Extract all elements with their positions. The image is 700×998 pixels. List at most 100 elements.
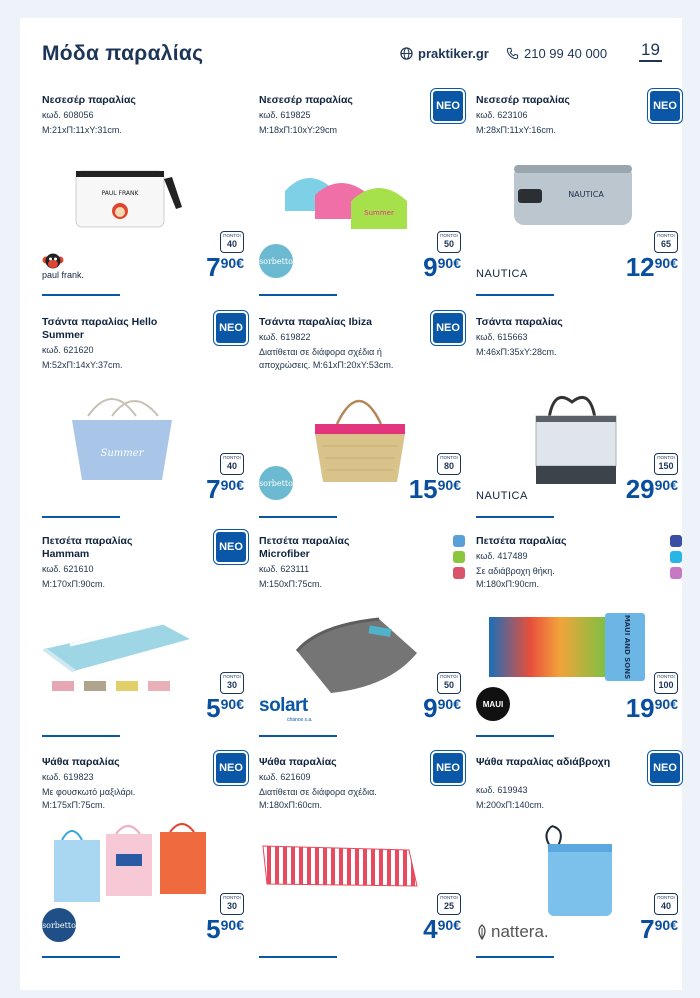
image-brand-text: Summer — [101, 448, 145, 459]
brand-logo: MAUI — [476, 687, 510, 721]
image-brand-text: PAUL FRANK — [102, 190, 140, 197]
color-swatch[interactable] — [453, 535, 465, 547]
product-dimensions: Με φουσκωτό μαξιλάρι. Μ:175xΠ:75cm. — [42, 787, 136, 810]
brand-subtitle: chanos s.a. — [287, 717, 313, 723]
points-value: 25 — [443, 901, 454, 911]
points-badge: ΠΟΝΤΟΙ 100 — [654, 672, 678, 694]
product-card[interactable]: Ψάθα παραλίας αδιάβροχη κωδ. 619943 Μ:20… — [476, 751, 682, 966]
price-decimal: 90€ — [654, 255, 678, 271]
divider-line — [259, 956, 337, 958]
product-dimensions: Διατίθεται σε διάφορα σχέδια. Μ:180xΠ:60… — [259, 787, 377, 810]
points-label: ΠΟΝΤΟΙ — [440, 895, 458, 900]
price-decimal: 90€ — [437, 917, 461, 933]
brand-logo: sorbetto — [259, 244, 293, 278]
points-value: 50 — [443, 680, 454, 690]
points-badge: ΠΟΝΤΟΙ 40 — [654, 893, 678, 915]
price-integer: 9 — [423, 693, 438, 723]
new-badge: ΝΕΟ — [431, 311, 465, 345]
price-decimal: 90€ — [220, 917, 244, 933]
product-code: κωδ. 619822 — [259, 332, 311, 342]
points-value: 65 — [660, 239, 671, 249]
product-image — [535, 396, 617, 484]
points-badge: ΠΟΝΤΟΙ 30 — [220, 893, 244, 915]
points-value: 50 — [443, 239, 454, 249]
product-dimensions: Μ:170xΠ:90cm. — [42, 579, 106, 589]
points-label: ΠΟΝΤΟΙ — [440, 455, 458, 460]
price-integer: 29 — [625, 474, 655, 504]
product-code: κωδ. 623111 — [259, 564, 310, 574]
website-link[interactable]: praktiker.gr — [400, 46, 489, 61]
points-value: 40 — [226, 461, 237, 471]
product-card[interactable]: Ψάθα παραλίας κωδ. 619823 Με φουσκωτό μα… — [42, 751, 248, 966]
product-code: κωδ. 615663 — [476, 332, 528, 342]
product-image — [262, 845, 418, 887]
product-name: Πετσέτα παραλίας — [476, 535, 567, 547]
page-title: Μόδα παραλίας — [42, 42, 204, 65]
image-brand-text: MAUI AND SONS — [623, 615, 631, 679]
divider-line — [476, 516, 554, 518]
color-swatch[interactable] — [670, 567, 682, 579]
product-code: κωδ. 608056 — [42, 110, 94, 120]
color-swatch[interactable] — [453, 567, 465, 579]
price: 5 90€ — [206, 916, 244, 942]
divider-line — [476, 735, 554, 737]
price-integer: 5 — [206, 914, 221, 944]
product-name: Πετσέτα παραλίας Microfiber — [259, 535, 350, 560]
points-badge: ΠΟΝΤΟΙ 150 — [654, 453, 678, 475]
product-code: κωδ. 621609 — [259, 772, 311, 782]
points-badge: ΠΟΝΤΟΙ 65 — [654, 231, 678, 253]
color-swatch[interactable] — [670, 551, 682, 563]
color-swatch[interactable] — [670, 535, 682, 547]
product-dimensions: Μ:52xΠ:14xΥ:37cm. — [42, 360, 123, 370]
price-decimal: 90€ — [437, 696, 461, 712]
product-card[interactable]: Πετσέτα παραλίας κωδ. 417489 Σε αδιάβροχ… — [476, 535, 682, 745]
product-name: Τσάντα παραλίας Hello Summer — [42, 316, 158, 341]
product-card[interactable]: Ψάθα παραλίας κωδ. 621609 Διατίθεται σε … — [259, 751, 465, 966]
product-card[interactable]: Νεσεσέρ παραλίας κωδ. 608056 Μ:21xΠ:11xΥ… — [42, 94, 244, 304]
phone-text: 210 99 40 000 — [524, 46, 608, 61]
divider-line — [476, 294, 554, 296]
color-swatch[interactable] — [453, 551, 465, 563]
price-decimal: 90€ — [220, 477, 244, 493]
price-decimal: 90€ — [654, 696, 678, 712]
divider-line — [42, 516, 120, 518]
new-badge: ΝΕΟ — [214, 530, 248, 564]
product-image — [295, 617, 417, 693]
product-card[interactable]: Πετσέτα παραλίας Microfiber κωδ. 623111 … — [259, 535, 465, 745]
points-label: ΠΟΝΤΟΙ — [223, 455, 241, 460]
product-card[interactable]: Νεσεσέρ παραλίας κωδ. 623106 Μ:28xΠ:11xΥ… — [476, 89, 682, 304]
brand-name: nattera. — [491, 922, 549, 941]
points-label: ΠΟΝΤΟΙ — [223, 233, 241, 238]
brand-logo: sorbetto — [259, 466, 293, 500]
price-integer: 9 — [423, 252, 438, 282]
globe-icon — [400, 47, 413, 60]
points-value: 30 — [226, 680, 237, 690]
color-swatches — [453, 535, 465, 583]
divider-line — [42, 294, 120, 296]
divider-line — [42, 956, 120, 958]
product-card[interactable]: Νεσεσέρ παραλίας κωδ. 619825 Μ:18xΠ:10xΥ… — [259, 89, 465, 304]
product-code: κωδ. 417489 — [476, 551, 528, 561]
price-integer: 7 — [206, 474, 221, 504]
points-value: 100 — [658, 680, 674, 690]
product-name: Πετσέτα παραλίας Hammam — [42, 535, 133, 560]
product-image: NAUTICA — [514, 165, 632, 225]
product-name: Νεσεσέρ παραλίας — [476, 94, 570, 106]
product-card[interactable]: Τσάντα παραλίας κωδ. 615663 Μ:46xΠ:35xΥ:… — [476, 316, 678, 526]
page-number: 19 — [639, 40, 662, 62]
points-value: 150 — [658, 461, 674, 471]
price-integer: 19 — [625, 693, 655, 723]
points-value: 30 — [226, 901, 237, 911]
product-card[interactable]: Πετσέτα παραλίας Hammam κωδ. 621610 Μ:17… — [42, 530, 248, 745]
phone-link[interactable]: 210 99 40 000 — [506, 46, 607, 61]
product-image — [54, 823, 206, 902]
product-dimensions: Διατίθεται σε διάφορα σχέδια ή αποχρώσει… — [259, 347, 394, 370]
price-integer: 5 — [206, 693, 221, 723]
product-dimensions: Μ:18xΠ:10xΥ:29cm — [259, 125, 338, 135]
product-card[interactable]: Τσάντα παραλίας Hello Summer κωδ. 621620… — [42, 311, 248, 526]
page-header: Μόδα παραλίας praktiker.gr 210 99 40 000… — [20, 18, 682, 78]
product-dimensions: Σε αδιάβροχη θήκη. Μ:180xΠ:90cm. — [476, 566, 555, 589]
brand-logo: paul frank. — [42, 252, 84, 280]
points-badge: ΠΟΝΤΟΙ 80 — [437, 453, 461, 475]
product-card[interactable]: Τσάντα παραλίας Ibiza κωδ. 619822 Διατίθ… — [259, 311, 465, 526]
